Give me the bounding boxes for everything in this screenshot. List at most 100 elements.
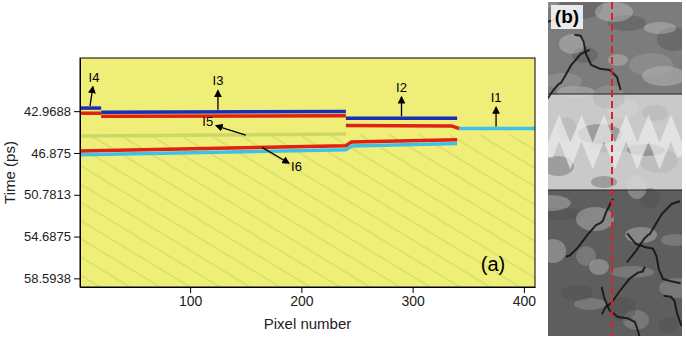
panel-label: (b) bbox=[555, 6, 579, 27]
annotation-arrow bbox=[90, 87, 93, 106]
texture-line bbox=[510, 135, 535, 287]
annotation-label: I3 bbox=[213, 73, 224, 88]
texture-line bbox=[150, 135, 400, 287]
y-tick: 54.6875 bbox=[24, 229, 80, 244]
image-texture bbox=[548, 195, 571, 211]
image-panel: (b) bbox=[512, 0, 686, 338]
annotation-arrow bbox=[217, 91, 218, 110]
image-crack bbox=[602, 287, 645, 336]
y-tick: 50.7813 bbox=[24, 187, 80, 202]
plot-background bbox=[80, 58, 535, 287]
image-texture bbox=[548, 239, 566, 263]
y-tick-label: 42.9688 bbox=[24, 104, 71, 119]
image-crack bbox=[548, 50, 590, 113]
plot-frame bbox=[80, 58, 535, 287]
annotations: I4 I3 I2 I1 I5 I6 bbox=[89, 70, 502, 174]
x-tick-label: 400 bbox=[513, 293, 537, 309]
image-texture bbox=[642, 105, 668, 121]
image-texture bbox=[661, 234, 682, 246]
image-section bbox=[548, 94, 682, 190]
interface-line bbox=[101, 110, 346, 114]
y-tick-label: 58.5938 bbox=[24, 271, 71, 286]
y-axis-title: Time (ps) bbox=[1, 141, 18, 204]
y-tick-mark bbox=[74, 153, 80, 154]
interface-line bbox=[80, 106, 101, 110]
texture-line bbox=[180, 135, 430, 287]
image-crack bbox=[627, 201, 680, 262]
y-axis-line bbox=[80, 59, 81, 288]
x-axis-line bbox=[81, 287, 536, 288]
texture-line bbox=[300, 135, 535, 287]
annotation-arrow bbox=[401, 97, 402, 116]
image-texture bbox=[659, 317, 679, 333]
interface-line bbox=[80, 144, 457, 155]
y-tick: 46.875 bbox=[31, 146, 80, 161]
annotation-label: I1 bbox=[491, 90, 502, 105]
texture-line bbox=[330, 135, 535, 287]
texture-line bbox=[390, 135, 535, 287]
interface-line bbox=[346, 117, 457, 121]
texture-line bbox=[210, 135, 460, 287]
panel-label-background bbox=[551, 5, 583, 29]
interface-line bbox=[346, 125, 459, 128]
texture-line bbox=[360, 135, 535, 287]
annotation-arrow bbox=[216, 126, 245, 135]
image-texture bbox=[595, 2, 633, 22]
texture-line bbox=[480, 135, 535, 287]
y-tick-mark bbox=[74, 237, 80, 238]
texture bbox=[80, 135, 535, 287]
texture-line bbox=[80, 135, 250, 287]
texture-line bbox=[80, 135, 160, 287]
image-texture bbox=[591, 176, 617, 188]
annotation-label: I5 bbox=[202, 114, 213, 129]
image-texture bbox=[548, 128, 682, 156]
image-texture bbox=[627, 175, 647, 199]
interface-line bbox=[80, 134, 346, 136]
y-tick: 58.5938 bbox=[24, 271, 80, 286]
figure-svg: 100 200 300 400 42.9688 46.875 50.7813 54.6875 5… bbox=[0, 0, 686, 338]
image-separator bbox=[548, 190, 682, 191]
image-texture bbox=[561, 285, 593, 301]
y-tick: 42.9688 bbox=[24, 104, 80, 119]
annotation-arrow bbox=[495, 108, 496, 127]
texture-line bbox=[240, 135, 490, 287]
annotation-label: I2 bbox=[396, 80, 407, 95]
annotation-arrow bbox=[262, 148, 288, 163]
x-axis: 100 200 300 400 bbox=[81, 287, 537, 309]
y-tick-mark bbox=[74, 278, 80, 279]
y-tick-label: 50.7813 bbox=[24, 187, 71, 202]
x-tick: 300 bbox=[401, 287, 425, 309]
image-crack bbox=[602, 267, 645, 314]
y-tick-label: 46.875 bbox=[31, 146, 71, 161]
interface-line bbox=[80, 111, 101, 115]
interface-line bbox=[459, 127, 535, 131]
x-tick: 400 bbox=[513, 287, 537, 309]
y-tick-mark bbox=[74, 111, 80, 112]
series-group bbox=[80, 108, 535, 155]
texture-line bbox=[270, 135, 520, 287]
image-separator bbox=[548, 94, 682, 95]
annotation-label: I4 bbox=[89, 70, 100, 85]
x-axis-title: Pixel number bbox=[264, 315, 352, 332]
x-tick: 100 bbox=[179, 287, 203, 309]
image-texture bbox=[644, 22, 676, 34]
image-crack bbox=[566, 199, 613, 257]
scan-line bbox=[611, 2, 613, 336]
image-texture bbox=[629, 53, 673, 77]
x-tick-label: 100 bbox=[179, 293, 203, 309]
y-axis: 42.9688 46.875 50.7813 54.6875 58.5938 bbox=[24, 59, 81, 288]
x-tick: 200 bbox=[290, 287, 314, 309]
texture-line bbox=[120, 135, 370, 287]
image-content bbox=[548, 2, 682, 336]
panel-label: (a) bbox=[481, 253, 505, 275]
texture-line bbox=[450, 135, 535, 287]
annotation-label: I6 bbox=[291, 159, 302, 174]
texture-line bbox=[80, 135, 220, 287]
image-crack bbox=[574, 35, 620, 90]
x-tick-label: 200 bbox=[290, 293, 314, 309]
y-tick-label: 54.6875 bbox=[24, 229, 71, 244]
x-tick-label: 300 bbox=[401, 293, 425, 309]
plot-area bbox=[80, 58, 535, 287]
interface-line bbox=[101, 114, 346, 118]
image-crack bbox=[664, 296, 682, 336]
